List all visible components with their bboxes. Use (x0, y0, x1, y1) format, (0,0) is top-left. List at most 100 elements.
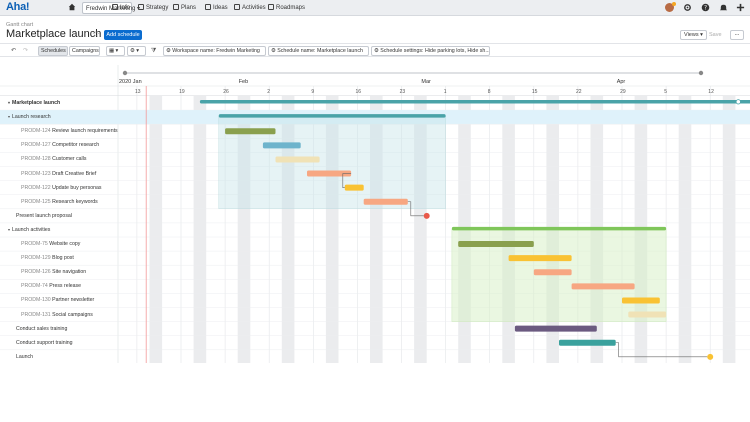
gantt-bar (344, 184, 364, 191)
avatar-status-badge (672, 2, 676, 6)
group-row[interactable]: ▾ Marketplace launch (8, 100, 60, 106)
record-row[interactable]: PRODM-125 Research keywords (21, 199, 98, 205)
record-row[interactable]: PRODM-131 Social campaigns (21, 312, 93, 318)
nav-item-activities[interactable]: Activities (234, 2, 266, 14)
record-name: Marketplace launch (12, 100, 61, 106)
record-row[interactable]: PRODM-130 Partner newsletter (21, 297, 94, 303)
record-row[interactable]: Launch (16, 354, 33, 360)
record-id: PRODM-131 (21, 311, 51, 318)
user-avatar[interactable] (665, 3, 674, 12)
day-label: 16 (355, 89, 362, 95)
record-name: Review launch requirements (52, 128, 118, 135)
save-button[interactable]: Save (709, 32, 722, 38)
record-id: PRODM-123 (21, 170, 51, 177)
home-icon[interactable] (68, 3, 76, 11)
day-label: 22 (576, 89, 582, 95)
dependency-line (615, 342, 708, 358)
breadcrumb[interactable]: Gantt chart (6, 22, 34, 28)
gantt-bar (559, 339, 616, 346)
tab-campaigns[interactable]: Campaigns (69, 46, 100, 56)
record-row[interactable]: PRODM-129 Blog post (21, 255, 74, 261)
nav-item-label: Strategy (146, 5, 169, 11)
nav-item-label: Activities (242, 5, 266, 11)
views-dropdown[interactable]: Views ▾ (680, 30, 707, 40)
record-row[interactable]: PRODM-122 Update buy personas (21, 185, 101, 191)
record-row[interactable]: PRODM-123 Draft Creative Brief (21, 171, 96, 177)
day-label: 29 (620, 89, 626, 95)
add-schedule-button[interactable]: Add schedule (104, 30, 142, 40)
activities-icon (234, 4, 240, 10)
month-label: Mar (421, 79, 431, 85)
day-label: 2 (267, 89, 271, 95)
schedule-filter[interactable]: ⚙ Schedule name: Marketplace launch (268, 46, 369, 56)
svg-text:?: ? (704, 6, 707, 12)
dependency-line (342, 173, 352, 188)
gear-icon[interactable] (683, 3, 692, 12)
toolbar: ↶ ↷ Schedules Campaigns ▦ ▾ ⚙ ▾ ⧩ ⚙ Work… (0, 43, 750, 57)
gantt-bar (307, 170, 352, 177)
settings-filter[interactable]: ⚙ Schedule settings: Hide parking lots, … (371, 46, 490, 56)
nav-item-strategy[interactable]: Strategy (138, 2, 168, 14)
record-row[interactable]: PRODM-74 Press release (21, 283, 81, 289)
record-name: Update buy personas (52, 184, 102, 191)
record-row[interactable]: PRODM-126 Site navigation (21, 269, 86, 275)
record-row[interactable]: Present launch proposal (16, 213, 72, 219)
aha-logo[interactable]: Aha! (6, 1, 30, 13)
day-label: 19 (179, 89, 185, 95)
nav-item-info[interactable]: Info (112, 2, 130, 14)
record-name: Customer calls (52, 156, 87, 163)
record-row[interactable]: PRODM-127 Competitor research (21, 142, 99, 148)
collapse-chevron-icon[interactable]: ▾ (8, 100, 11, 105)
weekend-shade (193, 96, 207, 363)
gantt-bar (628, 311, 667, 318)
weekend-shade (325, 96, 339, 363)
gantt-bar (262, 142, 301, 149)
notifications-icon[interactable] (719, 3, 728, 12)
undo-icon[interactable]: ↶ (11, 48, 17, 54)
record-row[interactable]: PRODM-128 Customer calls (21, 156, 86, 162)
add-icon[interactable] (736, 3, 745, 12)
favorite-star-icon[interactable]: ☆ (92, 29, 101, 39)
workspace-filter[interactable]: ⚙ Workspace name: Fredwin Marketing (163, 46, 266, 56)
gantt-bar (451, 226, 667, 231)
nav-item-label: Roadmaps (276, 5, 306, 11)
calendar-dropdown[interactable]: ▦ ▾ (106, 46, 125, 56)
weekend-shade (414, 96, 427, 363)
gantt-bar (514, 325, 597, 332)
record-id: PRODM-124 (21, 128, 51, 135)
more-options-button[interactable]: ... (730, 30, 744, 40)
nav-item-plans[interactable]: Plans (173, 2, 196, 14)
top-nav: Aha! Fredwin Marketing ▾ Info Strategy Pla… (0, 0, 750, 16)
nav-item-roadmaps[interactable]: Roadmaps (268, 2, 305, 14)
filter-icon[interactable]: ⧩ (151, 48, 157, 54)
day-label: 26 (223, 89, 229, 95)
gantt-bar (225, 128, 276, 135)
record-row[interactable]: Conduct support training (16, 340, 73, 346)
redo-icon[interactable]: ↷ (23, 48, 29, 54)
workspace-name: Fredwin Marketing (86, 6, 136, 12)
group-row[interactable]: ▾ Launch activities (8, 227, 50, 233)
workspace-select[interactable]: Fredwin Marketing ▾ (82, 2, 140, 14)
settings-dropdown[interactable]: ⚙ ▾ (127, 46, 146, 56)
collapse-chevron-icon[interactable]: ▾ (8, 226, 11, 232)
day-label: 9 (311, 89, 315, 95)
help-icon[interactable]: ? (701, 3, 710, 12)
scrubber-start-handle (122, 70, 128, 76)
gantt-bar (508, 255, 572, 262)
group-row[interactable]: ▾ Launch research (8, 114, 51, 120)
bar-end-handle (735, 99, 741, 105)
collapse-chevron-icon[interactable]: ▾ (8, 114, 11, 120)
record-row[interactable]: Conduct sales training (16, 326, 67, 332)
record-row[interactable]: PRODM-75 Website copy (21, 241, 80, 247)
schedule-gear-icon: ⚙ (271, 48, 276, 54)
gantt-bar (275, 156, 320, 163)
month-label: 2020 Jan (119, 79, 142, 85)
nav-item-ideas[interactable]: Ideas (205, 2, 228, 14)
record-id: PRODM-128 (21, 156, 51, 163)
day-label: 13 (135, 89, 141, 95)
record-row[interactable]: PRODM-124 Review launch requirements (21, 128, 118, 134)
settings-gear-icon: ⚙ (130, 48, 135, 54)
tab-schedules[interactable]: Schedules (38, 46, 68, 56)
record-name: Blog post (52, 255, 74, 262)
weekend-shade (722, 96, 736, 363)
